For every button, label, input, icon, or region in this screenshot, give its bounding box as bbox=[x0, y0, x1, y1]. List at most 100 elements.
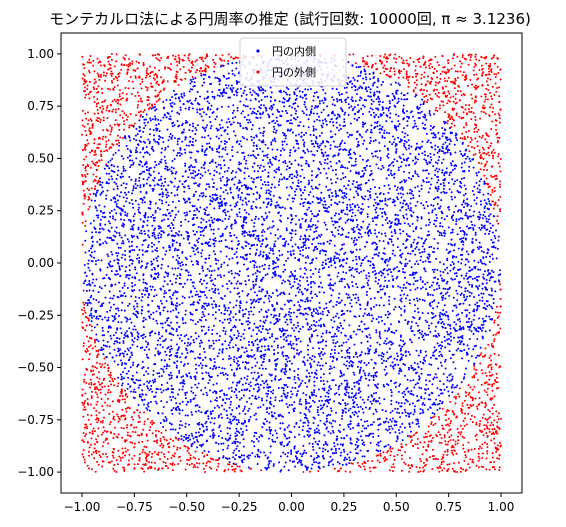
inside-point bbox=[201, 311, 204, 314]
inside-point bbox=[189, 172, 192, 175]
inside-point bbox=[121, 253, 124, 256]
inside-point bbox=[148, 409, 151, 412]
inside-point bbox=[365, 86, 368, 89]
inside-point bbox=[276, 346, 279, 349]
inside-point bbox=[345, 272, 348, 275]
inside-point bbox=[355, 351, 358, 354]
inside-point bbox=[116, 254, 119, 257]
inside-point bbox=[209, 421, 212, 424]
inside-point bbox=[138, 384, 141, 387]
inside-point bbox=[284, 329, 287, 332]
inside-point bbox=[132, 206, 135, 209]
inside-point bbox=[220, 413, 223, 416]
inside-point bbox=[417, 311, 420, 314]
inside-point bbox=[240, 397, 243, 400]
inside-point bbox=[266, 147, 269, 150]
inside-point bbox=[220, 263, 223, 266]
inside-point bbox=[340, 178, 343, 181]
inside-point bbox=[121, 361, 124, 364]
inside-point bbox=[396, 237, 399, 240]
inside-point bbox=[255, 198, 258, 201]
inside-point bbox=[267, 189, 270, 192]
inside-point bbox=[210, 279, 213, 282]
inside-point bbox=[319, 364, 322, 367]
inside-point bbox=[344, 221, 347, 224]
inside-point bbox=[173, 124, 176, 127]
inside-point bbox=[393, 104, 396, 107]
inside-point bbox=[319, 376, 322, 379]
inside-point bbox=[294, 88, 297, 91]
inside-point bbox=[416, 173, 419, 176]
inside-point bbox=[282, 270, 285, 273]
inside-point bbox=[368, 433, 371, 436]
inside-point bbox=[163, 276, 166, 279]
inside-point bbox=[283, 140, 286, 143]
inside-point bbox=[381, 135, 384, 138]
inside-point bbox=[133, 248, 136, 251]
inside-point bbox=[286, 360, 289, 363]
inside-point bbox=[338, 345, 341, 348]
inside-point bbox=[437, 179, 440, 182]
inside-point bbox=[235, 236, 238, 239]
inside-point bbox=[201, 136, 204, 139]
inside-point bbox=[301, 90, 304, 93]
inside-point bbox=[84, 271, 87, 274]
inside-point bbox=[397, 390, 400, 393]
inside-point bbox=[283, 263, 286, 266]
inside-point bbox=[328, 205, 331, 208]
inside-point bbox=[87, 262, 90, 265]
inside-point bbox=[261, 380, 264, 383]
inside-point bbox=[325, 331, 328, 334]
inside-point bbox=[201, 364, 204, 367]
inside-point bbox=[293, 91, 296, 94]
inside-point bbox=[436, 387, 439, 390]
inside-point bbox=[427, 172, 430, 175]
inside-point bbox=[272, 405, 275, 408]
inside-point bbox=[226, 264, 229, 267]
inside-point bbox=[387, 109, 390, 112]
inside-point bbox=[416, 127, 419, 130]
inside-point bbox=[141, 293, 144, 296]
inside-point bbox=[424, 169, 427, 172]
inside-point bbox=[419, 349, 422, 352]
inside-point bbox=[369, 136, 372, 139]
inside-point bbox=[428, 363, 431, 366]
inside-point bbox=[425, 132, 428, 135]
inside-point bbox=[261, 426, 264, 429]
inside-point bbox=[460, 262, 463, 265]
inside-point bbox=[274, 399, 277, 402]
inside-point bbox=[312, 445, 315, 448]
inside-point bbox=[339, 148, 342, 151]
inside-point bbox=[184, 162, 187, 165]
inside-point bbox=[357, 103, 360, 106]
inside-point bbox=[408, 423, 411, 426]
inside-point bbox=[403, 144, 406, 147]
inside-point bbox=[323, 403, 326, 406]
inside-point bbox=[337, 232, 340, 235]
inside-point bbox=[322, 379, 325, 382]
inside-point bbox=[285, 240, 288, 243]
inside-point bbox=[322, 447, 325, 450]
inside-point bbox=[147, 216, 150, 219]
inside-point bbox=[211, 219, 214, 222]
inside-point bbox=[335, 98, 338, 101]
inside-point bbox=[305, 318, 308, 321]
inside-point bbox=[483, 270, 486, 273]
inside-point bbox=[287, 243, 290, 246]
inside-point bbox=[276, 436, 279, 439]
inside-point bbox=[196, 216, 199, 219]
inside-point bbox=[188, 99, 191, 102]
inside-point bbox=[470, 268, 473, 271]
inside-point bbox=[322, 122, 325, 125]
inside-point bbox=[150, 107, 153, 110]
inside-point bbox=[126, 387, 129, 390]
inside-point bbox=[305, 159, 308, 162]
inside-point bbox=[223, 392, 226, 395]
inside-point bbox=[171, 283, 174, 286]
inside-point bbox=[296, 87, 299, 90]
inside-point bbox=[387, 152, 390, 155]
inside-point bbox=[348, 462, 351, 465]
inside-point bbox=[329, 120, 332, 123]
inside-point bbox=[179, 264, 182, 267]
inside-point bbox=[207, 372, 210, 375]
